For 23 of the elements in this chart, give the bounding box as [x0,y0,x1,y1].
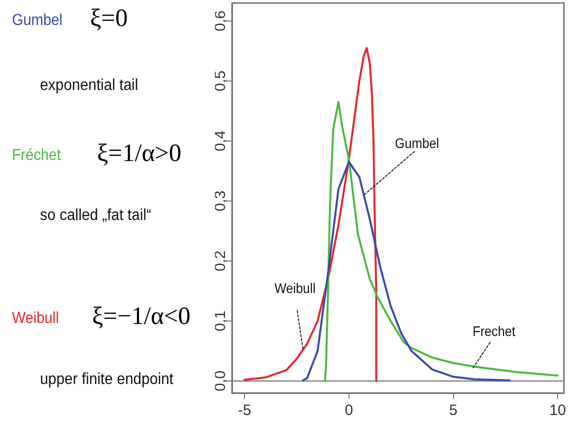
text: so called „fat tail“ [40,207,152,224]
y-tick-label: 0,4 [212,130,230,152]
annotation: Weibull [274,280,316,296]
x-tick-label: 5 [449,402,458,420]
x-tick-label: -5 [238,402,252,420]
y-tick-label: 0,0 [212,370,230,392]
text: Fréchet [12,147,61,164]
text: ξ=1/α>0 [97,140,182,167]
text: Weibull [12,310,59,327]
y-tick-label: 0,3 [212,190,230,212]
y-tick-label: 0,6 [212,10,230,32]
y-tick-label: 0,2 [212,250,230,272]
y-tick-label: 0,5 [212,70,230,92]
x-tick-label: 10 [549,402,566,420]
text: upper finite endpoint [40,371,174,388]
text: exponential tail [40,77,138,94]
annotation: Frechet [472,322,516,339]
annotation: Gumbel [395,135,440,151]
text: Gumbel [12,12,62,29]
text: ξ=−1/α<0 [92,303,190,330]
y-tick-label: 0,1 [212,310,230,332]
text: ξ=0 [90,5,128,32]
x-tick-label: 0 [344,402,354,420]
